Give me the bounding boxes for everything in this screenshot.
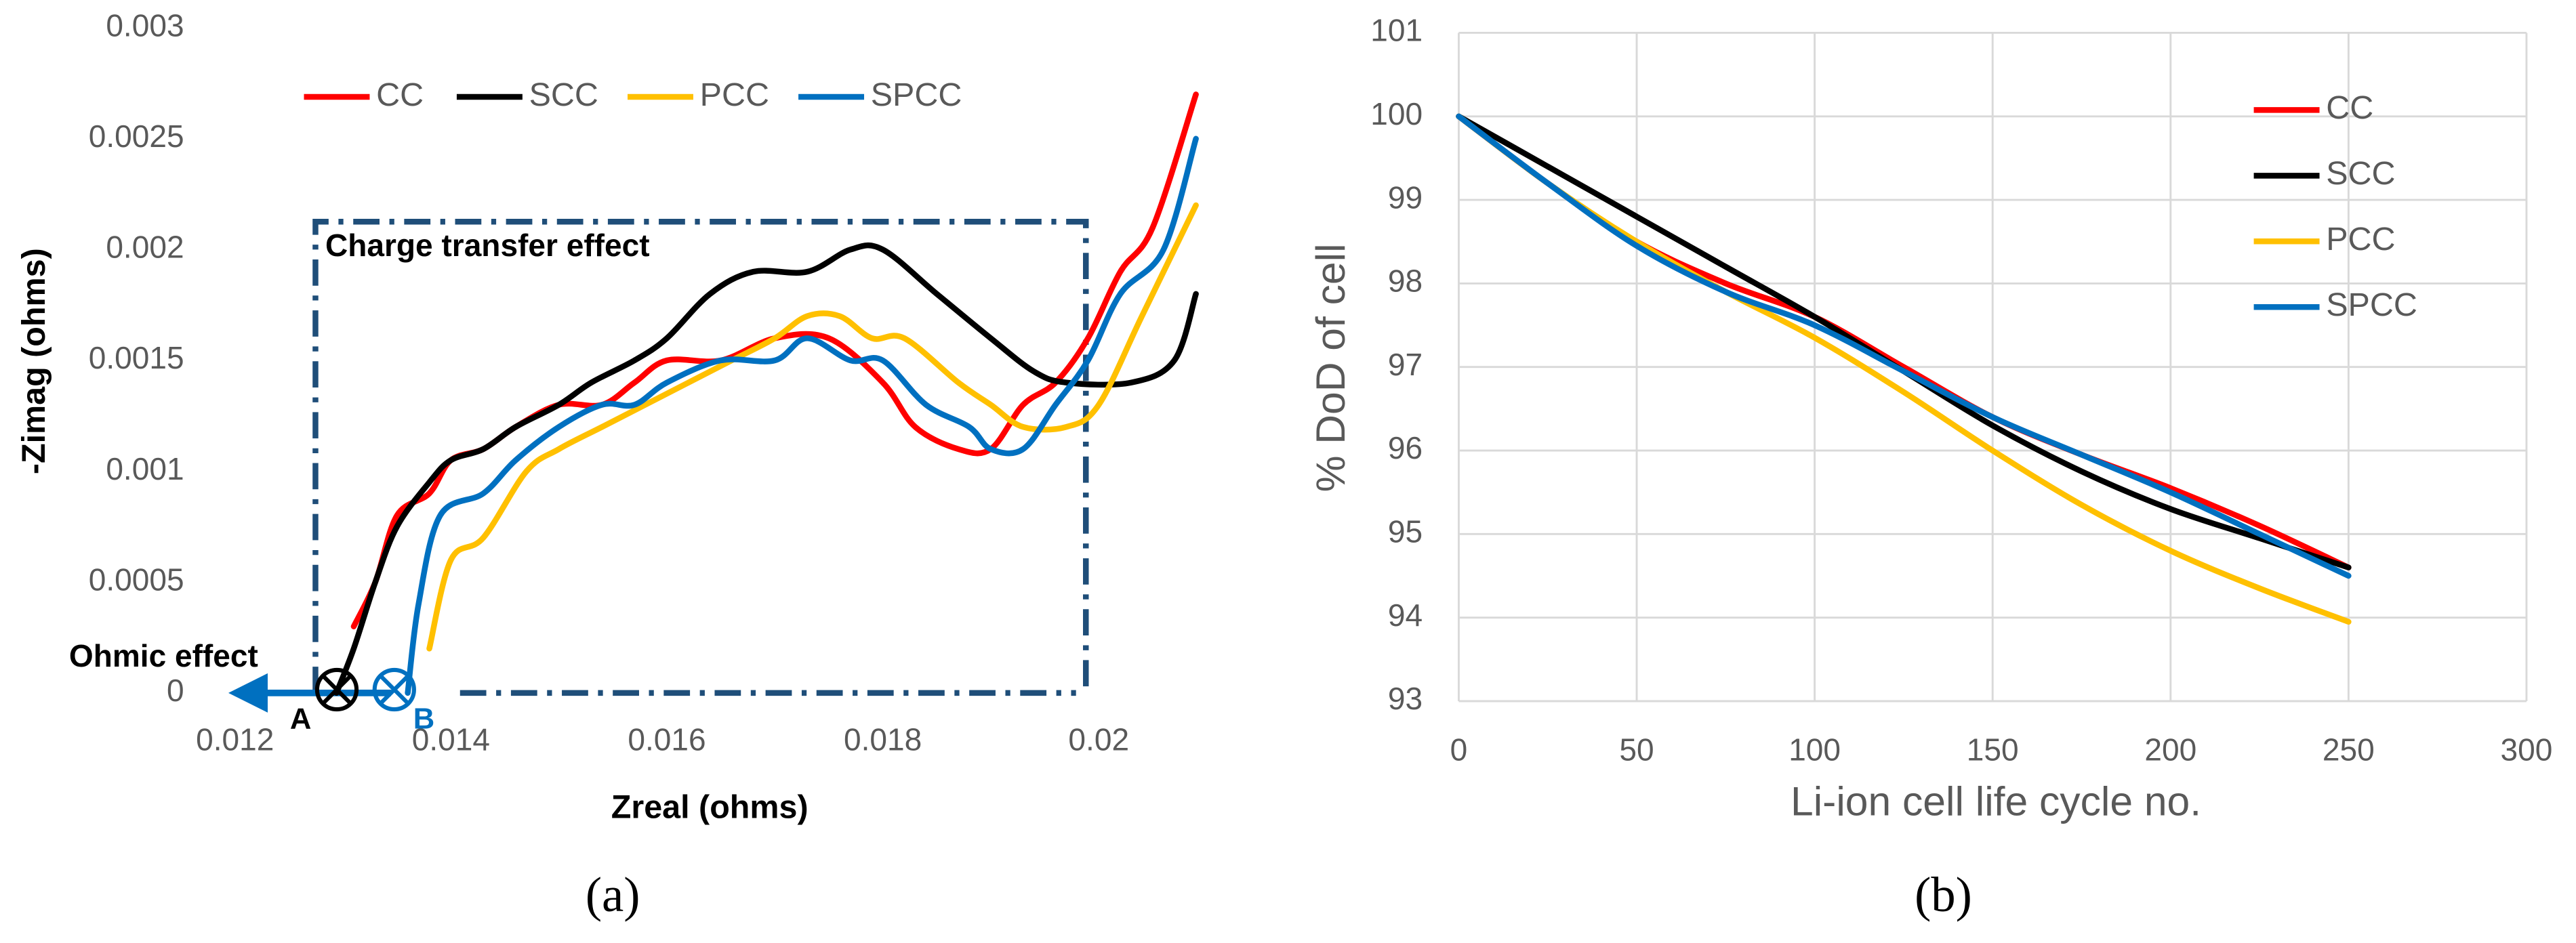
y-tick-label: 0.0015 xyxy=(89,340,184,375)
x-tick-label: 0.012 xyxy=(196,722,274,757)
y-axis-title: % DoD of cell xyxy=(1307,243,1353,492)
y-tick-label: 0.003 xyxy=(106,7,184,43)
y-tick-label: 94 xyxy=(1388,598,1423,633)
x-tick-label: 0.02 xyxy=(1068,722,1129,757)
legend-label: SPCC xyxy=(871,77,962,113)
x-tick-label: 0.014 xyxy=(412,722,490,757)
series-line xyxy=(405,135,1199,696)
series-line xyxy=(1456,113,2352,579)
series-line xyxy=(1456,113,2352,570)
legend-label: SCC xyxy=(529,77,598,113)
y-tick-label: 98 xyxy=(1388,264,1423,299)
y-tick-label: 100 xyxy=(1370,96,1423,131)
y-axis-title: -Zimag (ohms) xyxy=(16,248,52,474)
x-tick-label: 0.018 xyxy=(844,722,922,757)
x-tick-label: 300 xyxy=(2501,732,2553,767)
point-marker-cross xyxy=(322,675,352,705)
legend-label: CC xyxy=(376,77,424,113)
panel-label: (a) xyxy=(586,867,640,922)
y-tick-label: 0.002 xyxy=(106,230,184,265)
y-tick-label: 0.001 xyxy=(106,451,184,486)
y-tick-label: 93 xyxy=(1388,681,1423,716)
point-marker xyxy=(314,667,359,712)
y-tick-label: 99 xyxy=(1388,180,1423,215)
x-tick-label: 100 xyxy=(1788,732,1841,767)
annotation: A xyxy=(290,703,312,736)
series-line xyxy=(333,242,1199,696)
point-marker xyxy=(372,667,416,712)
legend-label: PCC xyxy=(700,77,769,113)
annotation: Charge transfer effect xyxy=(325,228,650,263)
legend-label: PCC xyxy=(2326,221,2395,257)
x-tick-label: 0 xyxy=(1450,732,1468,767)
point-marker-cross xyxy=(380,675,409,705)
legend-label: SCC xyxy=(2326,155,2395,192)
y-tick-label: 97 xyxy=(1388,347,1423,382)
panel-label: (b) xyxy=(1915,867,1972,922)
y-tick-label: 95 xyxy=(1388,514,1423,549)
series-line xyxy=(1456,113,2352,570)
x-tick-label: 150 xyxy=(1967,732,2019,767)
y-tick-label: 0.0005 xyxy=(89,562,184,597)
x-tick-label: 0.016 xyxy=(628,722,706,757)
x-tick-label: 250 xyxy=(2323,732,2375,767)
legend-label: SPCC xyxy=(2326,287,2417,323)
x-tick-label: 200 xyxy=(2144,732,2196,767)
y-tick-label: 0 xyxy=(167,673,184,708)
y-tick-label: 96 xyxy=(1388,430,1423,465)
x-tick-label: 50 xyxy=(1619,732,1654,767)
legend-label: CC xyxy=(2326,89,2373,126)
y-tick-label: 0.0025 xyxy=(89,119,184,154)
x-axis-title: Zreal (ohms) xyxy=(611,789,809,826)
series-line xyxy=(426,202,1199,652)
y-tick-label: 101 xyxy=(1370,13,1423,48)
annotation: Ohmic effect xyxy=(69,638,258,673)
annotation: B xyxy=(413,703,435,736)
x-axis-title: Li-ion cell life cycle no. xyxy=(1791,778,2201,824)
charge-transfer-box xyxy=(312,218,1089,693)
